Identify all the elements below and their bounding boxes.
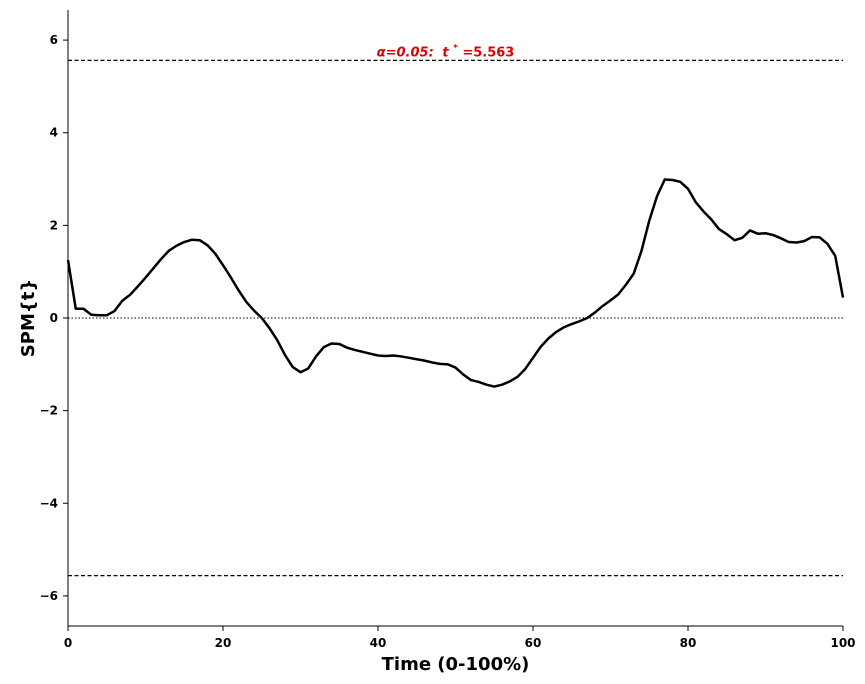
- spm-t-series-line: [66, 178, 845, 388]
- plot-area: [66, 59, 845, 577]
- x-axis-label: Time (0-100%): [382, 654, 530, 675]
- axes: 0 20 40 60 80 100 −6 −4 −2 0 2 4 6: [40, 10, 856, 650]
- x-tick-label: 60: [525, 636, 542, 650]
- y-tick-label: −2: [40, 404, 58, 418]
- annotation-t-symbol: t: [442, 45, 449, 60]
- y-tick-label: 6: [50, 33, 58, 47]
- x-tick-label: 100: [830, 636, 855, 650]
- annotation-alpha: α=0.05:: [377, 45, 434, 60]
- y-tick-label: 2: [50, 218, 58, 232]
- y-axis-ticks: −6 −4 −2 0 2 4 6: [40, 33, 68, 603]
- annotation-t-value: =5.563: [462, 45, 514, 60]
- x-tick-label: 20: [215, 636, 232, 650]
- x-axis-ticks: 0 20 40 60 80 100: [64, 626, 856, 650]
- x-tick-label: 40: [370, 636, 387, 650]
- y-tick-label: −6: [40, 589, 58, 603]
- y-tick-label: −4: [40, 496, 58, 510]
- y-tick-label: 0: [50, 311, 58, 325]
- x-tick-label: 0: [64, 636, 72, 650]
- y-axis-label: SPM{t}: [18, 279, 39, 357]
- y-tick-label: 4: [50, 126, 58, 140]
- threshold-annotation: α=0.05: t * =5.563: [377, 39, 515, 60]
- annotation-t-superscript: *: [453, 43, 458, 53]
- x-tick-label: 80: [680, 636, 697, 650]
